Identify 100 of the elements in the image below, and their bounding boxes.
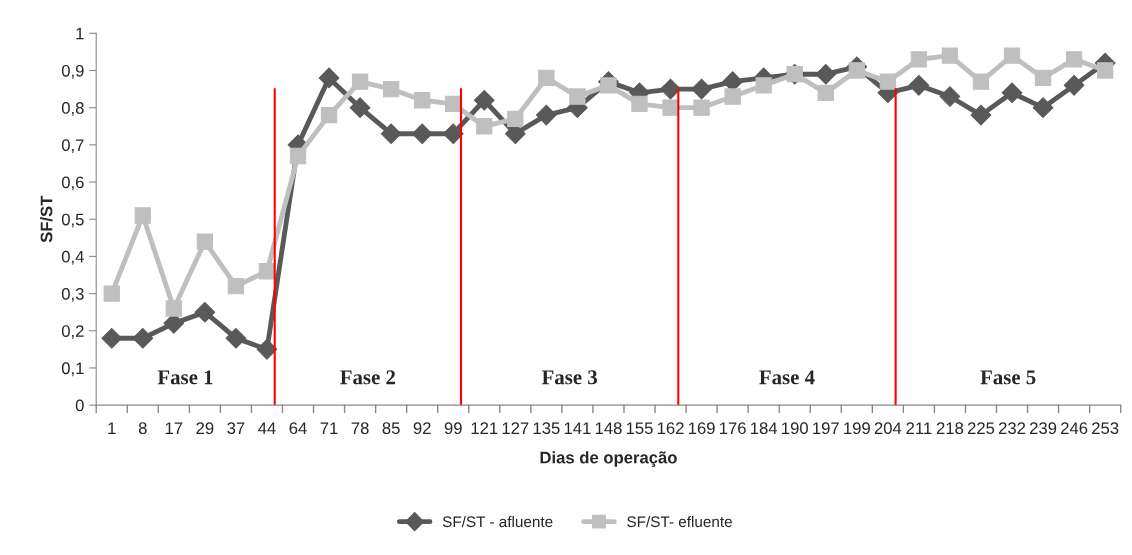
point bbox=[693, 99, 710, 116]
point bbox=[848, 62, 865, 79]
point bbox=[442, 123, 464, 145]
point bbox=[473, 89, 495, 111]
point bbox=[660, 78, 681, 100]
y-tick-label: 0,1 bbox=[61, 362, 84, 377]
x-tick-label: 99 bbox=[444, 422, 462, 435]
y-tick-label: 0,7 bbox=[61, 139, 84, 154]
x-tick-label: 211 bbox=[906, 422, 932, 434]
point bbox=[103, 285, 120, 302]
x-axis-title: Dias de operação bbox=[540, 451, 677, 467]
x-tick-label: 78 bbox=[351, 422, 369, 435]
y-tick-label: 0,6 bbox=[61, 176, 84, 191]
x-tick-label: 232 bbox=[998, 422, 1026, 435]
annotation: Fase 4 bbox=[759, 370, 815, 385]
point bbox=[1001, 82, 1023, 104]
x-tick-label: 190 bbox=[782, 422, 808, 435]
point bbox=[569, 88, 586, 105]
x-tick-label: 218 bbox=[936, 422, 964, 435]
point bbox=[258, 263, 276, 280]
point bbox=[165, 300, 182, 317]
point bbox=[939, 86, 961, 107]
x-tick-label: 1 bbox=[108, 422, 116, 434]
x-tick-label: 71 bbox=[320, 422, 338, 434]
x-tick-label: 225 bbox=[967, 422, 995, 435]
point bbox=[755, 77, 772, 94]
point bbox=[101, 327, 123, 349]
point bbox=[445, 95, 462, 113]
point bbox=[1032, 97, 1054, 119]
x-tick-label: 162 bbox=[657, 422, 684, 435]
point bbox=[1065, 51, 1083, 68]
point bbox=[631, 95, 648, 113]
annotation: Fase 5 bbox=[980, 370, 1036, 385]
y-tick-label: 0,9 bbox=[61, 64, 84, 79]
x-tick-label: 155 bbox=[626, 422, 653, 435]
point bbox=[227, 278, 245, 295]
x-tick-label: 8 bbox=[138, 422, 147, 435]
x-tick-label: 148 bbox=[595, 422, 622, 435]
y-tick-label: 0,5 bbox=[61, 213, 84, 228]
point bbox=[1034, 69, 1052, 87]
x-tick-label: 176 bbox=[720, 422, 746, 435]
x-tick-label: 141 bbox=[564, 422, 591, 434]
annotation: Fase 2 bbox=[340, 370, 396, 385]
x-tick-label: 239 bbox=[1030, 422, 1057, 435]
point bbox=[349, 97, 371, 119]
x-tick-label: 121 bbox=[471, 422, 498, 434]
x-tick-label: 169 bbox=[688, 422, 715, 435]
point bbox=[134, 207, 151, 224]
y-tick-label: 0 bbox=[75, 399, 84, 412]
point bbox=[972, 73, 990, 90]
x-tick-label: 246 bbox=[1061, 422, 1088, 435]
y-tick-label: 1 bbox=[76, 27, 84, 40]
point bbox=[411, 123, 433, 145]
x-tick-label: 199 bbox=[844, 422, 870, 435]
point bbox=[941, 47, 959, 64]
point bbox=[817, 84, 834, 101]
point bbox=[538, 69, 555, 87]
annotation: Fase 1 bbox=[157, 370, 213, 385]
y-tick-label: 0,4 bbox=[61, 250, 84, 265]
point bbox=[691, 78, 712, 100]
point bbox=[194, 301, 216, 323]
x-tick-label: 92 bbox=[413, 422, 431, 435]
point bbox=[600, 77, 617, 94]
x-tick-label: 135 bbox=[533, 422, 560, 435]
x-tick-label: 127 bbox=[502, 422, 529, 434]
x-tick-label: 253 bbox=[1092, 422, 1119, 435]
x-tick-label: 37 bbox=[227, 422, 245, 435]
point bbox=[536, 104, 557, 126]
y-tick-label: 0,3 bbox=[61, 288, 84, 302]
point bbox=[225, 327, 247, 349]
y-axis-title: SF/ST bbox=[40, 195, 53, 243]
point bbox=[476, 118, 493, 135]
legend-label: SF/ST - afluente bbox=[442, 515, 553, 528]
point bbox=[318, 67, 340, 89]
point bbox=[908, 75, 930, 96]
x-tick-label: 44 bbox=[258, 422, 276, 434]
point bbox=[815, 63, 837, 85]
point bbox=[1097, 62, 1114, 79]
x-tick-label: 29 bbox=[196, 422, 214, 435]
point bbox=[724, 88, 741, 105]
point bbox=[382, 80, 400, 98]
point bbox=[662, 99, 679, 116]
x-tick-label: 184 bbox=[751, 422, 778, 435]
point bbox=[256, 339, 278, 360]
y-tick-label: 0,2 bbox=[61, 325, 84, 339]
point bbox=[320, 106, 338, 124]
point bbox=[970, 104, 992, 126]
annotation: Fase 3 bbox=[541, 370, 597, 385]
point bbox=[1003, 47, 1021, 64]
point bbox=[351, 73, 369, 90]
x-tick-label: 204 bbox=[874, 422, 902, 435]
point bbox=[910, 51, 928, 68]
x-tick-label: 17 bbox=[165, 422, 183, 434]
x-tick-label: 64 bbox=[289, 422, 307, 435]
point bbox=[132, 327, 154, 349]
point bbox=[380, 123, 402, 145]
point bbox=[414, 92, 431, 109]
point bbox=[289, 147, 307, 165]
point bbox=[879, 73, 897, 90]
y-tick-label: 0,8 bbox=[61, 102, 84, 116]
